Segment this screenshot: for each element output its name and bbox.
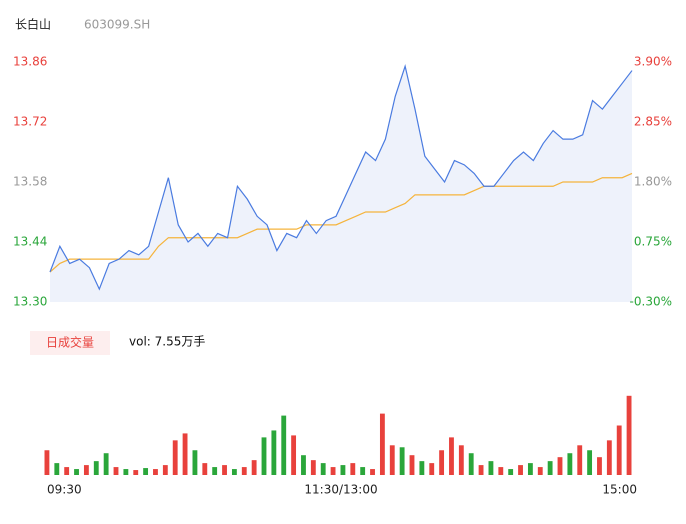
volume-bar: [301, 455, 306, 475]
volume-bar: [458, 445, 464, 475]
volume-bar: [103, 453, 109, 475]
y2-tick-label: 3.90%: [634, 55, 672, 69]
volume-bar: [409, 455, 415, 475]
x-tick-label: 11:30/13:00: [304, 483, 377, 497]
volume-bar: [518, 465, 523, 475]
volume-bar: [153, 469, 158, 475]
y2-tick-label: -0.30%: [630, 295, 672, 309]
volume-bar: [162, 465, 168, 475]
volume-bar: [626, 395, 632, 475]
y2-tick-label: 2.85%: [634, 115, 672, 129]
volume-button-label[interactable]: 日成交量: [46, 335, 94, 350]
volume-bar: [310, 460, 316, 475]
volume-bar: [399, 447, 405, 475]
volume-bar: [478, 465, 484, 475]
volume-bar: [468, 453, 474, 475]
y2-tick-label: 0.75%: [634, 235, 672, 249]
volume-bar: [222, 465, 227, 475]
volume-bar: [54, 463, 60, 475]
price-area: [50, 66, 632, 303]
stock-name: 长白山: [15, 17, 51, 32]
volume-bar: [350, 463, 356, 475]
y-tick-label: 13.72: [13, 115, 47, 129]
volume-bar: [340, 465, 346, 475]
volume-bar: [488, 461, 494, 475]
average-line: [49, 172, 633, 273]
y-tick-label: 13.86: [13, 55, 47, 69]
volume-bar: [271, 430, 277, 475]
volume-bar: [370, 469, 375, 475]
volume-bar: [547, 461, 553, 475]
volume-bar: [379, 413, 385, 475]
volume-bar: [419, 461, 425, 475]
volume-bar: [44, 450, 50, 475]
volume-bar: [202, 463, 208, 475]
volume-bar: [172, 440, 178, 475]
volume-bar: [498, 467, 504, 475]
price-line: [49, 64, 633, 291]
volume-bar: [143, 468, 149, 475]
x-tick-label: 15:00: [602, 483, 637, 497]
y-tick-label: 13.44: [13, 235, 47, 249]
volume-bar: [508, 469, 514, 475]
volume-bar: [320, 463, 326, 475]
volume-bar: [557, 457, 563, 475]
volume-bar: [389, 445, 395, 475]
volume-bar: [192, 450, 198, 475]
y-tick-label: 13.58: [13, 175, 47, 189]
volume-bar: [231, 469, 237, 475]
volume-bar: [64, 467, 70, 475]
y-tick-label: 13.30: [13, 295, 47, 309]
volume-button[interactable]: [30, 331, 110, 355]
volume-bar: [241, 467, 247, 475]
volume-bar: [577, 445, 583, 475]
volume-bar: [281, 415, 287, 475]
volume-bar: [93, 461, 99, 475]
volume-bar: [182, 433, 188, 475]
volume-bar: [587, 450, 593, 475]
volume-bar: [616, 425, 622, 475]
volume-bar: [113, 467, 119, 475]
volume-bar: [212, 467, 218, 475]
volume-bar: [537, 467, 543, 475]
volume-bar: [291, 435, 297, 475]
volume-bar: [429, 463, 435, 475]
volume-bar: [330, 467, 336, 475]
volume-bar: [83, 465, 89, 475]
y2-tick-label: 1.80%: [634, 175, 672, 189]
volume-bar: [567, 453, 573, 475]
volume-bar: [261, 437, 267, 475]
volume-bar: [123, 469, 129, 475]
volume-bar: [74, 469, 79, 475]
x-tick-label: 09:30: [47, 483, 82, 497]
volume-bar: [449, 437, 454, 475]
volume-bar: [527, 463, 533, 475]
stock-code: 603099.SH: [84, 18, 150, 32]
volume-bar: [251, 460, 257, 475]
volume-bar: [597, 457, 602, 475]
volume-bar: [606, 440, 612, 475]
volume-bar: [439, 450, 445, 475]
volume-bar: [133, 470, 139, 475]
volume-text: vol: 7.55万手: [129, 335, 205, 349]
volume-bar: [360, 467, 366, 475]
